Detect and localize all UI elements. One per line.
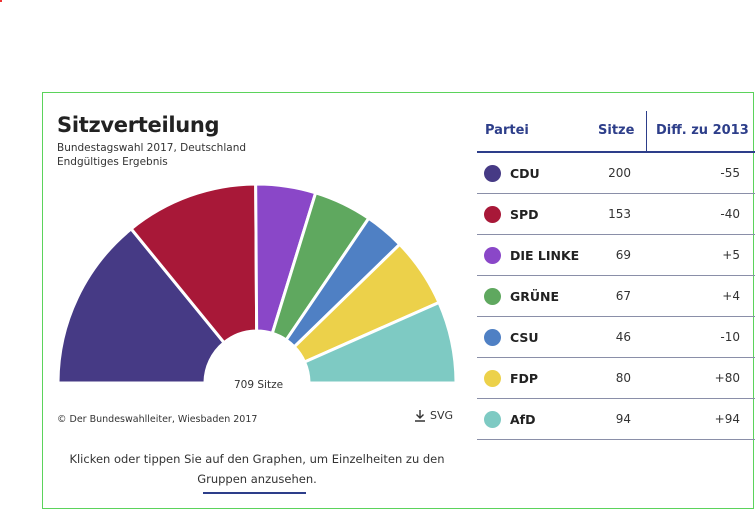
party-color-dot bbox=[484, 329, 501, 346]
subtitle-result: Endgültiges Ergebnis bbox=[57, 156, 168, 168]
party-diff: +94 bbox=[714, 412, 740, 426]
source-credit: © Der Bundeswahlleiter, Wiesbaden 2017 bbox=[57, 414, 258, 425]
table-header: Partei Sitze Diff. zu 2013 bbox=[477, 111, 755, 153]
table-body: CDU 200 -55 SPD 153 -40 DIE LINKE 69 +5 GRÜNE 67 +4… bbox=[477, 153, 755, 440]
party-color-dot bbox=[484, 165, 501, 182]
party-seats: 69 bbox=[615, 248, 631, 262]
party-name: GRÜNE bbox=[510, 289, 560, 304]
slice-cdu[interactable] bbox=[57, 226, 227, 383]
party-color-dot bbox=[484, 247, 501, 264]
party-seats: 200 bbox=[608, 166, 631, 180]
party-seats: 80 bbox=[615, 371, 631, 385]
table-row[interactable]: CDU 200 -55 bbox=[477, 153, 755, 194]
party-color-dot bbox=[484, 288, 501, 305]
party-diff: -40 bbox=[720, 207, 740, 221]
party-diff: +5 bbox=[722, 248, 740, 262]
slice-afd[interactable] bbox=[302, 300, 457, 383]
column-header-party[interactable]: Partei bbox=[485, 123, 529, 138]
party-diff: -55 bbox=[720, 166, 740, 180]
party-name: SPD bbox=[510, 207, 539, 222]
table-row[interactable]: FDP 80 +80 bbox=[477, 358, 755, 399]
header-divider bbox=[646, 111, 647, 151]
party-seats: 67 bbox=[615, 289, 631, 303]
party-name: DIE LINKE bbox=[510, 248, 580, 263]
svg-download-button[interactable]: SVG bbox=[414, 409, 453, 422]
party-color-dot bbox=[484, 206, 501, 223]
chart-subtitle: Bundestagswahl 2017, Deutschland Endgült… bbox=[57, 141, 246, 169]
slice-spd[interactable] bbox=[129, 183, 259, 345]
corner-marker bbox=[0, 0, 2, 2]
table-row[interactable]: SPD 153 -40 bbox=[477, 194, 755, 235]
total-seats-label: 709 Sitze bbox=[234, 379, 284, 391]
table-row[interactable]: AfD 94 +94 bbox=[477, 399, 755, 440]
download-icon bbox=[415, 410, 425, 422]
seat-table: Partei Sitze Diff. zu 2013 CDU 200 -55 SPD 1… bbox=[477, 111, 755, 440]
chart-panel: Sitzverteilung Bundestagswahl 2017, Deut… bbox=[57, 113, 457, 494]
party-diff: +4 bbox=[722, 289, 740, 303]
party-name: CDU bbox=[510, 166, 540, 181]
table-row[interactable]: DIE LINKE 69 +5 bbox=[477, 235, 755, 276]
party-name: AfD bbox=[510, 412, 536, 427]
party-color-dot bbox=[484, 370, 501, 387]
party-color-dot bbox=[484, 411, 501, 428]
column-header-diff[interactable]: Diff. zu 2013 bbox=[656, 123, 749, 138]
interaction-hint: Klicken oder tippen Sie auf den Graphen,… bbox=[69, 452, 445, 486]
seat-distribution-widget: Sitzverteilung Bundestagswahl 2017, Deut… bbox=[42, 92, 755, 509]
party-seats: 94 bbox=[615, 412, 631, 426]
table-row[interactable]: GRÜNE 67 +4 bbox=[477, 276, 755, 317]
party-seats: 153 bbox=[608, 207, 631, 221]
party-name: FDP bbox=[510, 371, 539, 386]
party-name: CSU bbox=[510, 330, 539, 345]
party-diff: -10 bbox=[720, 330, 740, 344]
party-seats: 46 bbox=[615, 330, 631, 344]
svg-download-label: SVG bbox=[430, 409, 454, 422]
chart-title: Sitzverteilung bbox=[57, 113, 220, 137]
subtitle-election: Bundestagswahl 2017, Deutschland bbox=[57, 142, 247, 154]
seat-distribution-chart[interactable] bbox=[57, 183, 457, 383]
column-header-seats[interactable]: Sitze bbox=[598, 123, 635, 138]
table-row[interactable]: CSU 46 -10 bbox=[477, 317, 755, 358]
party-diff: +80 bbox=[714, 371, 740, 385]
hint-underline bbox=[203, 492, 306, 494]
